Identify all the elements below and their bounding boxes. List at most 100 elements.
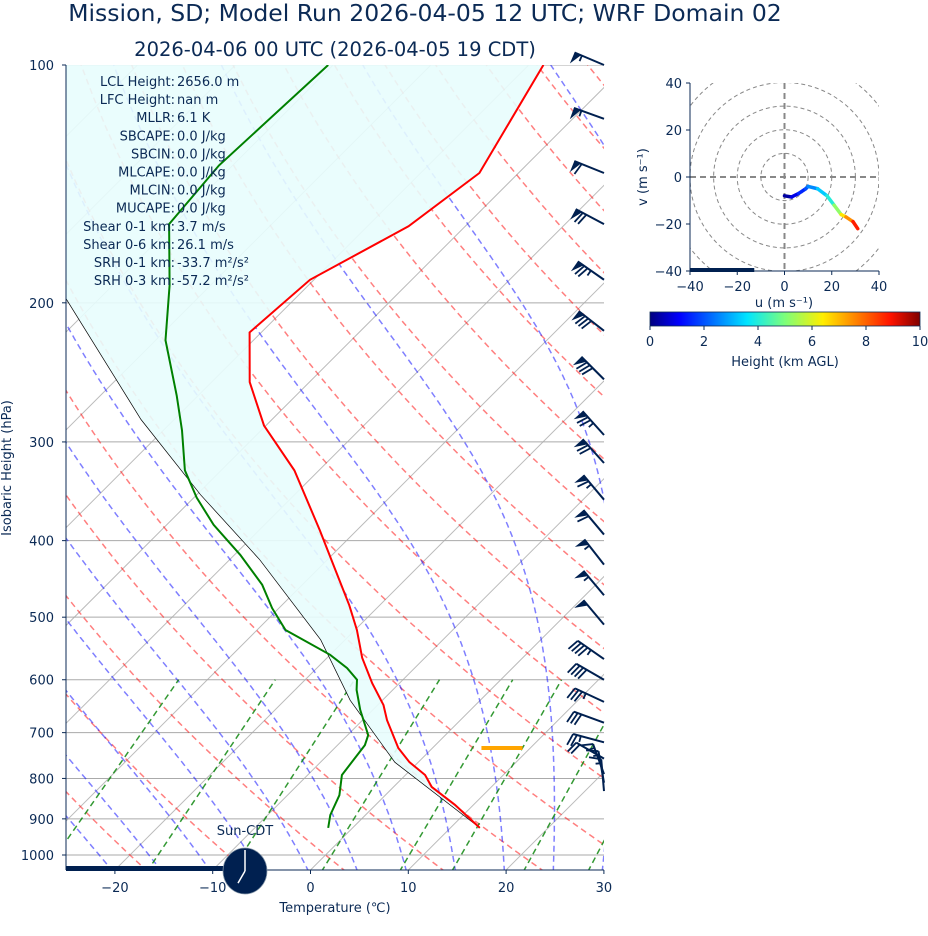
stat-value: -33.7 m²/s² — [177, 256, 249, 271]
stat-label: LFC Height: — [100, 93, 175, 108]
stat-label: MLCAPE: — [118, 166, 175, 181]
barb-full — [579, 419, 592, 427]
stat-value: 0.0 J/kg — [177, 129, 226, 144]
hodo-x-tick-label: −40 — [676, 280, 703, 295]
dry-adiabat — [384, 65, 604, 336]
y-tick-label: 100 — [29, 59, 54, 74]
barb-staff — [575, 662, 605, 681]
x-tick-label: −20 — [101, 881, 128, 896]
barb-flag — [574, 600, 588, 608]
barb-full — [577, 646, 589, 657]
barb-full — [570, 712, 579, 724]
barb-staff — [582, 570, 605, 596]
hodo-y-tick-label: −20 — [655, 218, 682, 233]
y-tick-label: 400 — [29, 535, 54, 550]
x-tick-label: 30 — [596, 881, 613, 896]
barb-full — [580, 743, 594, 747]
y-tick-label: 200 — [29, 297, 54, 312]
wind-barb — [574, 474, 605, 501]
barb-staff — [572, 733, 605, 744]
barb-full — [573, 713, 583, 726]
barb-flag — [569, 52, 581, 64]
wind-barb — [569, 51, 605, 66]
barb-staff — [573, 160, 605, 174]
clock-label: Sun-CDT — [217, 824, 274, 839]
hodo-progress-bar[interactable] — [690, 268, 755, 272]
barb-flag — [574, 475, 588, 483]
y-axis-label: Isobaric Height (hPa) — [0, 400, 15, 536]
stat-label: SBCIN: — [131, 147, 175, 162]
isotherm — [66, 184, 604, 725]
wind-barb — [566, 733, 605, 747]
hodo-y-tick-label: −40 — [655, 265, 682, 280]
barb-half — [588, 746, 595, 751]
mixing-ratio-line — [635, 680, 733, 872]
wind-barb — [572, 356, 605, 381]
stat-label: MLLR: — [136, 111, 175, 126]
isotherm — [211, 477, 604, 870]
x-tick-label: 0 — [306, 881, 314, 896]
barb-half — [593, 754, 600, 758]
wind-barb — [574, 538, 605, 566]
hodo-x-tick-label: 40 — [871, 280, 888, 295]
barb-full — [567, 663, 577, 674]
y-tick-label: 1000 — [21, 849, 54, 864]
hodo-x-tick-label: −20 — [724, 280, 751, 295]
moist-adiabat — [66, 322, 407, 870]
wind-barb — [570, 208, 605, 225]
wind-barb — [574, 599, 605, 626]
time-progress-bar[interactable] — [66, 866, 228, 871]
barb-full — [576, 416, 589, 424]
barb-flag — [569, 107, 581, 120]
barb-staff — [574, 51, 605, 66]
dry-adiabat — [66, 594, 346, 870]
hodo-segment — [815, 187, 829, 198]
wind-barb — [588, 756, 605, 792]
dry-adiabat — [841, 65, 928, 872]
hodo-x-tick-label: 20 — [823, 280, 840, 295]
barb-staff — [582, 474, 605, 501]
dry-adiabat — [66, 693, 247, 870]
y-tick-label: 700 — [29, 727, 54, 742]
barb-staff — [582, 599, 605, 626]
barb-flag — [570, 209, 582, 220]
hodo-segment — [825, 194, 836, 207]
barb-half — [578, 735, 582, 743]
barb-staff — [600, 759, 605, 792]
isotherm — [309, 575, 604, 870]
barb-half — [582, 693, 587, 700]
wind-barb — [569, 106, 605, 120]
stat-value: 0.0 J/kg — [177, 202, 226, 217]
barb-full — [577, 669, 588, 680]
barb-full — [566, 711, 575, 723]
barb-half — [583, 545, 590, 551]
barb-half — [583, 576, 590, 582]
barb-half — [588, 422, 594, 428]
barb-half — [578, 55, 583, 62]
dry-adiabat — [740, 65, 928, 872]
clock-hour-hand — [237, 870, 246, 884]
mixing-ratio-line — [321, 679, 441, 870]
dry-adiabat — [435, 65, 604, 274]
barb-full — [570, 743, 581, 755]
barb-half — [586, 649, 592, 656]
isotherm — [603, 869, 604, 870]
hodo-y-tick-label: 20 — [665, 124, 682, 139]
stat-value: 6.1 K — [177, 111, 211, 126]
x-tick-label: −10 — [199, 881, 226, 896]
wind-barb — [569, 160, 605, 175]
barb-full — [566, 733, 574, 746]
moist-adiabat — [66, 441, 358, 870]
dry-adiabat — [66, 493, 445, 870]
mixing-ratio-line — [451, 679, 563, 870]
barb-flag — [574, 510, 588, 518]
y-tick-label: 300 — [29, 436, 54, 451]
barb-full — [576, 444, 589, 452]
barb-full — [574, 265, 585, 275]
moist-adiabat — [66, 536, 309, 870]
wind-barb — [573, 410, 605, 436]
hodo-y-tick-label: 0 — [674, 171, 682, 186]
